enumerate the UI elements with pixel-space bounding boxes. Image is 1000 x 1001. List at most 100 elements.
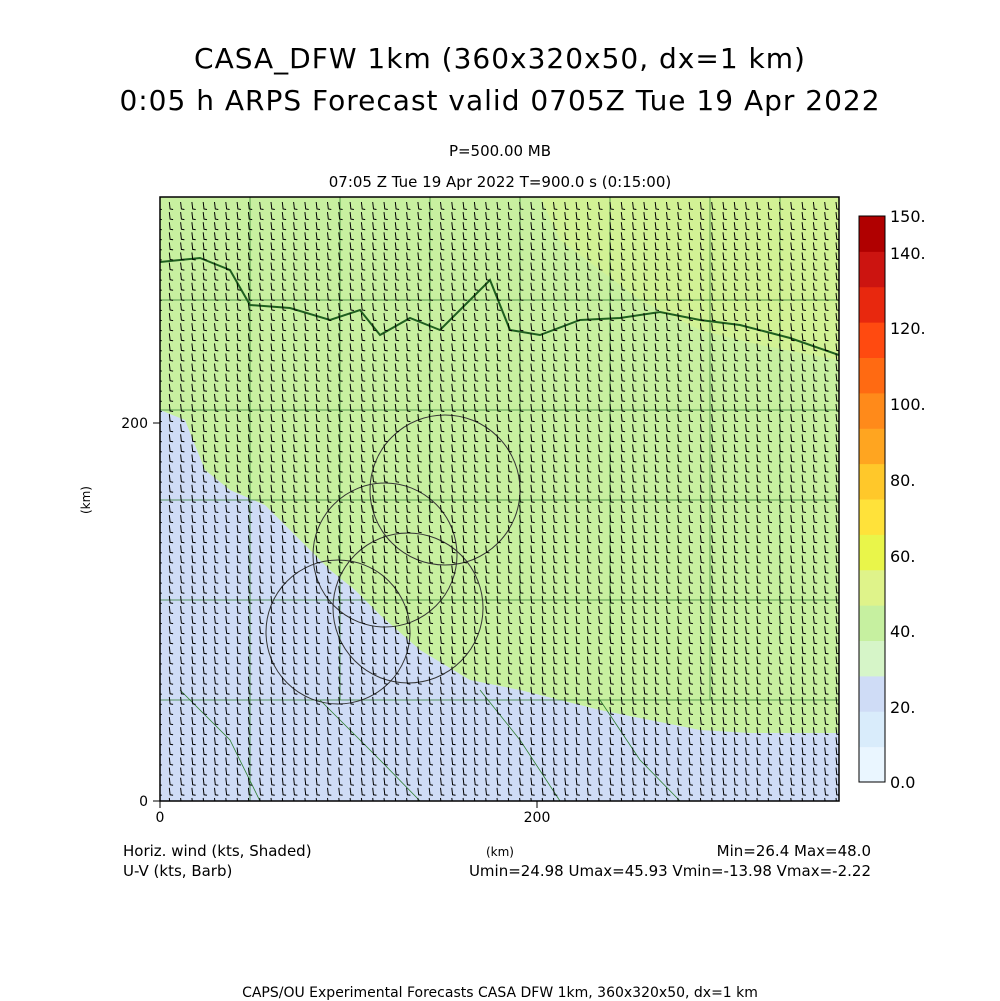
wind-barb: [383, 282, 388, 291]
wind-barb: [214, 605, 219, 614]
wind-barb: [462, 727, 467, 736]
wind-barb: [722, 302, 727, 311]
wind-barb: [553, 676, 558, 685]
wind-barb: [519, 565, 524, 574]
wind-barb: [530, 737, 535, 746]
wind-barb: [496, 434, 501, 443]
wind-barb: [767, 333, 773, 342]
wind-barb: [790, 777, 795, 786]
wind-barb: [790, 262, 795, 271]
wind-barb: [779, 797, 781, 801]
wind-barb: [496, 706, 501, 715]
wind-barb: [699, 393, 705, 402]
wind-barb: [507, 212, 513, 221]
wind-barb: [609, 262, 614, 271]
wind-barb: [530, 424, 535, 433]
wind-barb: [372, 313, 377, 322]
wind-barb: [202, 272, 208, 281]
wind-barb: [609, 686, 614, 695]
wind-barb: [327, 484, 332, 493]
wind-barb: [473, 353, 479, 362]
wind-barb: [530, 686, 535, 695]
wind-barb: [519, 403, 524, 412]
wind-barb: [180, 595, 185, 604]
wind-barb: [733, 706, 739, 715]
wind-barb: [711, 414, 716, 423]
wind-barb: [530, 767, 535, 776]
wind-barb: [315, 525, 321, 534]
wind-barb: [666, 232, 671, 241]
wind-barb: [801, 424, 806, 433]
wind-barb: [406, 504, 411, 513]
wind-barb: [327, 343, 332, 352]
wind-barb: [236, 353, 241, 362]
wind-barb: [236, 706, 241, 715]
wind-barb: [473, 302, 479, 311]
wind-barb: [327, 626, 332, 635]
wind-barb: [428, 313, 434, 322]
wind-barb: [598, 353, 603, 362]
wind-barb: [180, 464, 185, 473]
wind-barb: [711, 636, 716, 645]
wind-barb: [779, 434, 784, 443]
wind-barb: [756, 504, 761, 513]
wind-barb: [586, 616, 592, 625]
wind-barb: [699, 706, 705, 715]
wind-barb: [745, 797, 747, 801]
wind-barb: [677, 272, 682, 281]
wind-barb: [530, 232, 535, 241]
wind-barb: [564, 727, 569, 736]
wind-barb: [801, 595, 806, 604]
wind-barb: [609, 201, 614, 210]
wind-barb: [790, 656, 795, 665]
wind-barb: [168, 403, 174, 412]
wind-barb: [654, 222, 660, 231]
wind-barb: [440, 787, 445, 796]
wind-barb: [507, 787, 513, 796]
wind-barb: [394, 676, 400, 685]
wind-barb: [293, 777, 298, 786]
wind-barb: [824, 515, 829, 524]
wind-barb: [315, 201, 321, 210]
wind-barb: [349, 232, 354, 241]
wind-barb: [699, 272, 705, 281]
wind-barb: [383, 242, 388, 251]
wind-barb: [406, 787, 411, 796]
wind-barb: [214, 292, 219, 301]
wind-barb: [586, 525, 592, 534]
wind-barb: [202, 747, 208, 756]
wind-barb: [451, 636, 456, 645]
wind-barb: [575, 383, 580, 392]
wind-barb: [451, 232, 456, 241]
wind-barb: [643, 434, 648, 443]
wind-barb: [507, 585, 513, 594]
wind-barb: [349, 605, 354, 614]
wind-barb: [812, 494, 818, 503]
wind-barb: [699, 353, 705, 362]
wind-barb: [485, 282, 490, 291]
wind-barb: [349, 302, 354, 311]
wind-barb: [440, 292, 445, 301]
wind-barb: [779, 535, 784, 544]
wind-barb: [327, 706, 332, 715]
wind-barb: [620, 666, 626, 675]
wind-barb: [598, 383, 603, 392]
wind-barb: [315, 302, 321, 311]
wind-barb: [609, 464, 614, 473]
wind-barb: [270, 393, 275, 402]
wind-barb: [293, 636, 298, 645]
wind-barb: [372, 636, 377, 645]
wind-barb: [801, 585, 806, 594]
wind-barb: [643, 727, 648, 736]
wind-barb: [383, 535, 388, 544]
wind-barb: [349, 555, 354, 564]
wind-barb: [160, 471, 162, 473]
wind-barb: [394, 767, 400, 776]
wind-barb: [338, 595, 343, 604]
wind-barb: [620, 242, 626, 251]
wind-barb: [711, 393, 716, 402]
wind-barb: [801, 222, 806, 231]
wind-barb: [293, 555, 298, 564]
wind-barb: [360, 626, 366, 635]
wind-barb: [507, 222, 513, 231]
